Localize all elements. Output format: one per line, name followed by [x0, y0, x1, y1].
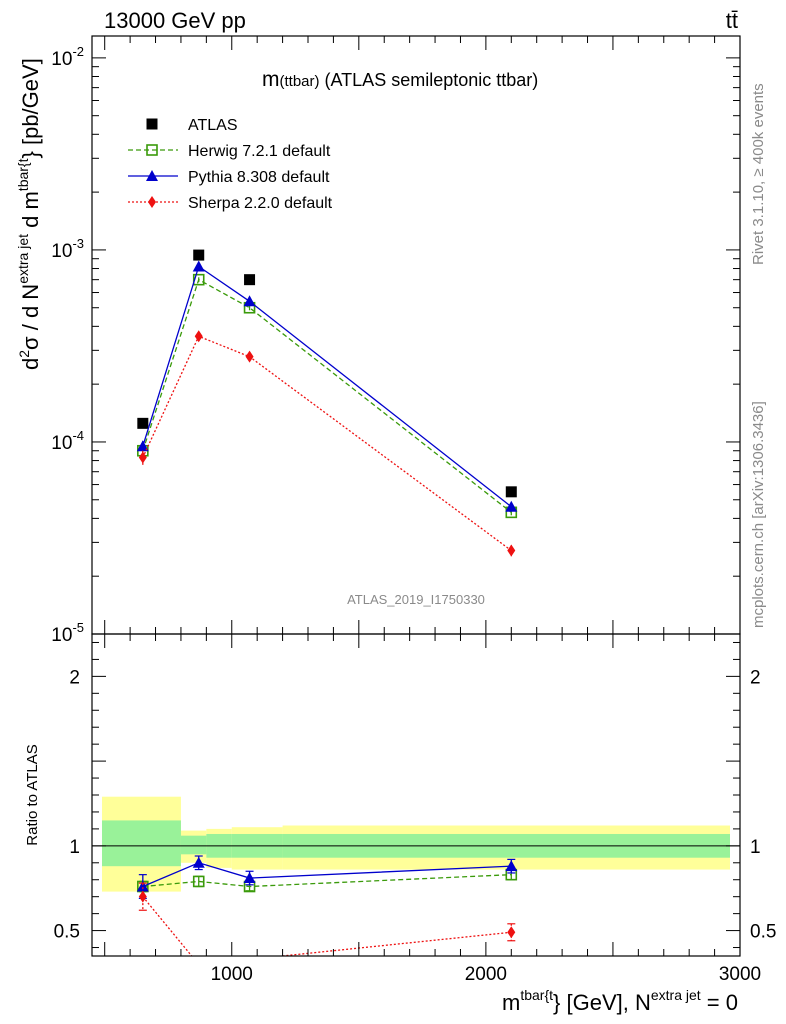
main-y-tick-label: 10-2 — [51, 44, 84, 70]
ratio-y-tick-label-left: 0.5 — [54, 922, 80, 943]
x-tick-label: 2000 — [465, 964, 507, 985]
main-point-sherpa — [138, 451, 147, 464]
main-y-axis-label: d2σ / d Nextra jet d mtbar{t} [pb/GeV] — [15, 58, 43, 370]
ratio-point-sherpa — [138, 890, 147, 903]
main-series-lines — [136, 249, 518, 557]
main-point-pythia — [243, 295, 256, 307]
main-y-tick-label: 10-3 — [51, 236, 84, 262]
ratio-y-tick-label-right: 1 — [750, 837, 761, 858]
main-y-tick-label: 10-4 — [51, 428, 84, 454]
main-point-herwig — [192, 273, 205, 286]
ratio-point-herwig — [192, 875, 205, 888]
ratio-y-tick-label-right: 2 — [750, 667, 761, 688]
main-point-sherpa — [245, 350, 254, 363]
title-paren: (ttbar) — [280, 73, 320, 90]
main-y-tick-label: 10-5 — [51, 620, 84, 646]
main-point-atlas — [244, 274, 256, 286]
legend-marker-pythia — [146, 170, 158, 181]
legend-label-pythia: Pythia 8.308 default — [188, 169, 330, 186]
legend-label-atlas: ATLAS — [188, 117, 238, 134]
legend-marker-sherpa — [148, 196, 156, 208]
ratio-series-lines — [136, 855, 518, 956]
legend-entry-sherpa: Sherpa 2.2.0 default — [128, 195, 333, 212]
legend: ATLAS Herwig 7.2.1 default Pythia 8.308 de… — [128, 117, 333, 212]
legend-entry-pythia: Pythia 8.308 default — [128, 169, 330, 186]
ratio-y-tick-label-left: 1 — [69, 837, 80, 858]
main-point-pythia — [192, 260, 205, 272]
ratio-y-axis-label: Ratio to ATLAS — [24, 744, 41, 845]
ratio-line-herwig — [142, 874, 512, 888]
ratio-point-pythia — [136, 880, 149, 892]
legend-entry-atlas: ATLAS — [146, 117, 238, 134]
ratio-point-pythia — [505, 860, 518, 872]
legend-marker-atlas — [146, 118, 158, 130]
main-point-atlas — [137, 417, 149, 429]
main-point-pythia — [136, 440, 149, 452]
legend-marker-herwig — [146, 144, 158, 156]
ratio-line-sherpa — [142, 896, 512, 956]
ratio-point-pythia — [243, 872, 256, 884]
rivet-label: Rivet 3.1.10, ≥ 400k events — [750, 83, 767, 265]
main-point-atlas — [193, 249, 205, 261]
x-tick-label: 3000 — [719, 964, 761, 985]
main-line-sherpa — [142, 335, 512, 552]
mcplots-label: mcplots.cern.ch [arXiv:1306.3436] — [750, 401, 767, 628]
ratio-y-tick-label-left: 2 — [69, 667, 80, 688]
ratio-point-pythia — [192, 856, 205, 868]
main-point-sherpa — [194, 330, 203, 343]
main-point-sherpa — [507, 544, 516, 557]
ratio-band-inner — [180, 835, 207, 855]
ratio-band-inner — [102, 820, 181, 867]
main-point-pythia — [505, 500, 518, 512]
axes-frames: 10-2 10-3 10-4 10-5 0.5 0.5 1 1 2 2 1000 2000 3000 — [51, 35, 776, 985]
main-title: m(ttbar) (ATLAS semileptonic ttbar) — [262, 68, 538, 91]
ratio-line-pythia — [142, 862, 512, 888]
main-line-herwig — [142, 278, 512, 513]
ratio-point-sherpa — [507, 926, 516, 939]
main-line-pythia — [142, 265, 512, 508]
title-rest: (ATLAS semileptonic ttbar) — [320, 70, 539, 90]
legend-label-herwig: Herwig 7.2.1 default — [188, 143, 331, 160]
process-label: tt̄ — [726, 8, 738, 33]
ratio-uncertainty-bands — [92, 796, 740, 892]
title-m: m — [262, 68, 280, 91]
energy-label: 13000 GeV pp — [104, 8, 246, 33]
legend-label-sherpa: Sherpa 2.2.0 default — [188, 195, 333, 212]
main-point-atlas — [505, 486, 517, 498]
x-tick-label: 1000 — [211, 964, 253, 985]
analysis-watermark: ATLAS_2019_I1750330 — [347, 592, 485, 607]
legend-entry-herwig: Herwig 7.2.1 default — [128, 143, 331, 160]
ratio-y-tick-label-right: 0.5 — [750, 922, 776, 943]
x-axis-label: mtbar{t} [GeV], Nextra jet = 0 — [502, 987, 738, 1015]
ratio-frame — [91, 633, 741, 957]
